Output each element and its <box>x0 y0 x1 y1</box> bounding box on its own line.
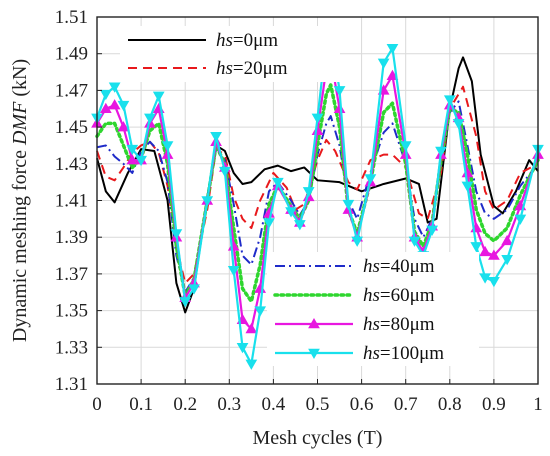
legend-label-rest: =80μm <box>380 314 435 335</box>
legend-label-italic: hs <box>216 58 233 79</box>
x-tick-label: 0.8 <box>438 394 462 415</box>
y-tick-label: 1.41 <box>55 191 88 212</box>
legend-label-italic: hs <box>363 314 380 335</box>
y-axis-label-part-1: Dynamic meshing force <box>9 145 31 342</box>
y-axis-label-part-3: (kN) <box>9 59 31 102</box>
x-tick-label: 1 <box>533 394 543 415</box>
legend-label: hs=40μm <box>363 256 435 277</box>
data-point-marker <box>502 255 512 264</box>
y-axis-label-part-2: DMF <box>9 101 31 146</box>
y-tick-label: 1.39 <box>55 227 88 248</box>
data-point-marker <box>379 59 389 68</box>
x-tick-label: 0.9 <box>482 394 506 415</box>
legend-label: hs=100μm <box>363 343 444 364</box>
data-point-marker <box>211 133 221 142</box>
data-point-marker <box>246 360 256 369</box>
x-tick-label: 0.2 <box>173 394 197 415</box>
y-tick-label: 1.51 <box>55 7 88 28</box>
y-tick-label: 1.43 <box>55 154 88 175</box>
legend-label: hs=60μm <box>363 285 435 306</box>
y-axis-label: Dynamic meshing force DMF (kN) <box>9 59 31 342</box>
legend-label-rest: =20μm <box>233 58 288 79</box>
x-tick-label: 0.3 <box>217 394 241 415</box>
data-point-marker <box>255 307 265 316</box>
legend-label: hs=0μm <box>216 30 278 51</box>
x-tick-label: 0.4 <box>262 394 286 415</box>
y-tick-label: 1.31 <box>55 374 88 395</box>
data-point-marker <box>515 215 525 224</box>
y-tick-label: 1.33 <box>55 337 88 358</box>
data-point-marker <box>154 92 164 101</box>
data-point-marker <box>352 237 362 246</box>
y-tick-label: 1.35 <box>55 301 88 322</box>
legend-label-italic: hs <box>363 285 380 306</box>
legend-label-rest: =0μm <box>233 30 278 51</box>
data-point-marker <box>480 247 490 256</box>
y-tick-label: 1.37 <box>55 264 88 285</box>
legend-label-italic: hs <box>363 256 380 277</box>
data-point-marker <box>445 96 455 105</box>
y-tick-label: 1.49 <box>55 44 88 65</box>
data-point-marker <box>343 200 353 209</box>
legend-label-italic: hs <box>363 343 380 364</box>
y-tick-label: 1.45 <box>55 117 88 138</box>
x-tick-label: 0.5 <box>306 394 330 415</box>
x-tick-label: 0.7 <box>394 394 418 415</box>
legend-label-italic: hs <box>216 30 233 51</box>
data-point-marker <box>101 90 111 99</box>
data-point-marker <box>471 243 481 252</box>
y-tick-label: 1.47 <box>55 80 88 101</box>
legend-label-rest: =100μm <box>380 343 444 364</box>
x-tick-label: 0 <box>92 394 102 415</box>
data-point-marker <box>238 344 248 353</box>
legend-label-rest: =60μm <box>380 285 435 306</box>
data-point-marker <box>304 188 314 197</box>
legend-label: hs=20μm <box>216 58 288 79</box>
x-axis-label: Mesh cycles (T) <box>253 427 383 449</box>
data-point-marker <box>489 277 499 286</box>
legend-label: hs=80μm <box>363 314 435 335</box>
x-tick-label: 0.1 <box>129 394 153 415</box>
x-tick-label: 0.6 <box>350 394 374 415</box>
legend-label-rest: =40μm <box>380 256 435 277</box>
